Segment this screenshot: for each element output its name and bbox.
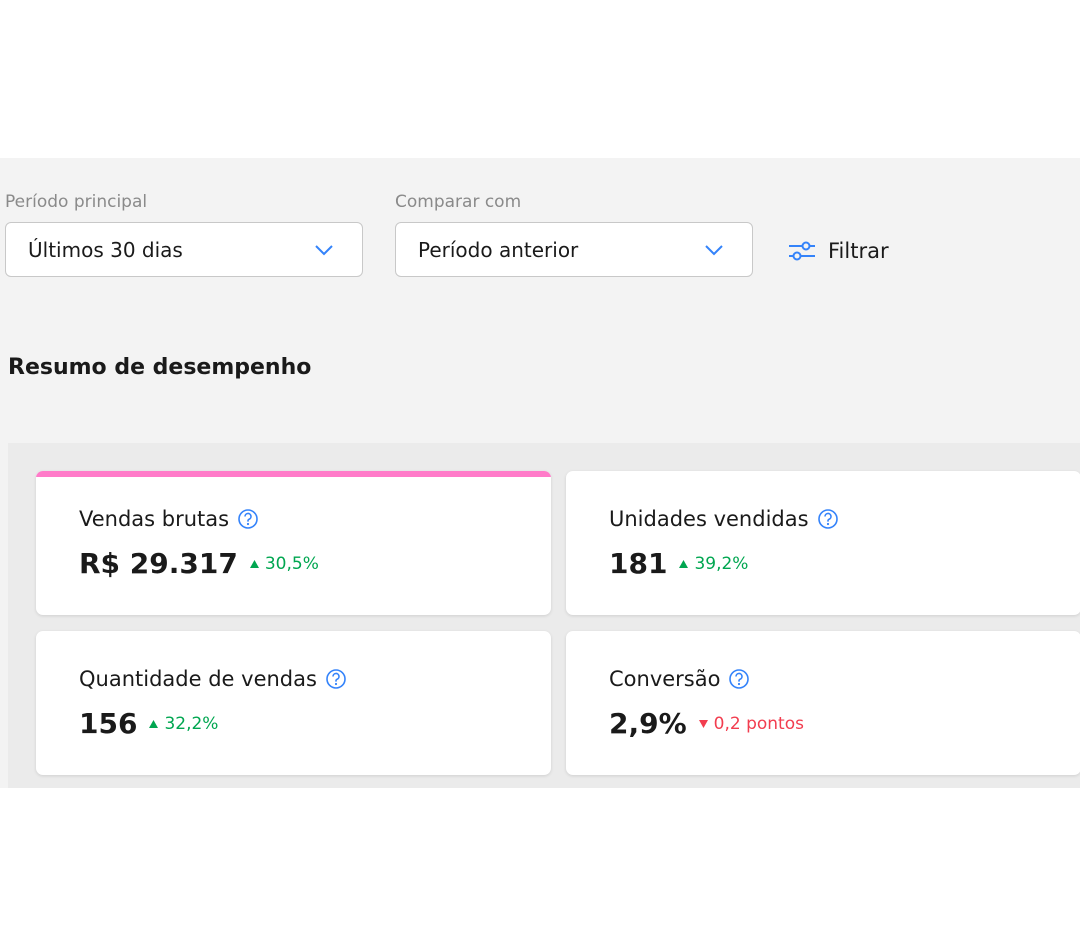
help-icon[interactable] bbox=[728, 668, 750, 690]
label: Período principal bbox=[5, 192, 148, 212]
highlight-bar bbox=[36, 471, 551, 477]
card-value-row: 156 32,2% bbox=[79, 707, 218, 740]
card-change: 30,5% bbox=[249, 553, 319, 574]
filter-label: Filtrar bbox=[828, 239, 889, 263]
help-icon[interactable] bbox=[817, 508, 839, 530]
trend-arrow bbox=[698, 719, 708, 728]
section-title: Resumo de desempenho bbox=[8, 355, 312, 380]
trend-arrow bbox=[679, 559, 689, 568]
card-value: 156 bbox=[79, 707, 138, 740]
filter-button[interactable]: Filtrar bbox=[788, 234, 889, 268]
label: Comparar com bbox=[395, 192, 522, 212]
metric-card: Unidades vendidas 181 39,2% bbox=[566, 471, 1080, 615]
card-title: Conversão bbox=[609, 667, 721, 691]
dropdown[interactable]: Período anterior bbox=[395, 222, 753, 277]
dropdown-value: Últimos 30 dias bbox=[28, 238, 183, 262]
help-icon[interactable] bbox=[325, 668, 347, 690]
help-icon[interactable] bbox=[237, 508, 259, 530]
trend-arrow bbox=[149, 719, 159, 728]
card-title-row: Unidades vendidas bbox=[609, 507, 839, 531]
card-title-row: Quantidade de vendas bbox=[79, 667, 347, 691]
card-title-row: Conversão bbox=[609, 667, 750, 691]
card-value: 2,9% bbox=[609, 707, 687, 740]
change-text: 30,5% bbox=[264, 553, 319, 574]
card-value-row: 181 39,2% bbox=[609, 547, 748, 580]
card-value-row: 2,9% 0,2 pontos bbox=[609, 707, 804, 740]
dropdown[interactable]: Últimos 30 dias bbox=[5, 222, 363, 277]
filter-icon bbox=[789, 241, 815, 261]
card-change: 32,2% bbox=[149, 714, 218, 734]
chevron bbox=[315, 245, 333, 256]
metric-card: Conversão 2,9% 0,2 pontos bbox=[566, 631, 1080, 775]
chevron bbox=[705, 245, 723, 256]
metric-card: Quantidade de vendas 156 32,2% bbox=[36, 631, 551, 775]
card-change: 0,2 pontos bbox=[698, 713, 804, 734]
card-value: R$ 29.317 bbox=[79, 547, 238, 580]
cards-container: Vendas brutas R$ 29.317 30,5% Unidades vend… bbox=[8, 443, 1080, 788]
card-value: 181 bbox=[609, 547, 668, 580]
card-title: Unidades vendidas bbox=[609, 507, 809, 531]
trend-arrow bbox=[249, 559, 259, 568]
metric-card: Vendas brutas R$ 29.317 30,5% bbox=[36, 471, 551, 615]
card-title-row: Vendas brutas bbox=[79, 507, 259, 531]
change-text: 39,2% bbox=[694, 553, 749, 574]
card-value-row: R$ 29.317 30,5% bbox=[79, 547, 319, 580]
card-title: Vendas brutas bbox=[79, 507, 230, 531]
change-text: 0,2 pontos bbox=[713, 713, 804, 734]
dropdown-value: Período anterior bbox=[418, 238, 579, 262]
change-text: 32,2% bbox=[164, 713, 219, 734]
card-title: Quantidade de vendas bbox=[79, 667, 317, 691]
card-change: 39,2% bbox=[679, 554, 748, 574]
